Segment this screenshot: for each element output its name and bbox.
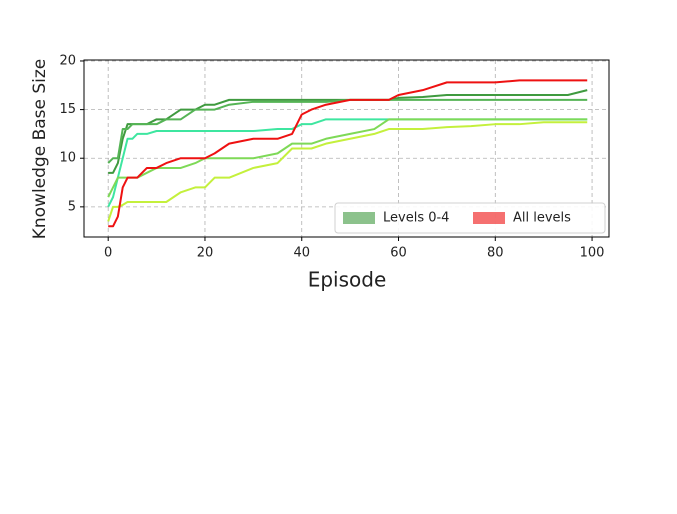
x-axis-label: Episode — [308, 268, 387, 292]
legend-swatch — [343, 212, 375, 224]
x-tick-label: 40 — [293, 246, 310, 261]
legend-label: All levels — [513, 211, 571, 226]
legend-box — [334, 202, 606, 234]
plot-frame — [83, 59, 610, 238]
x-tick-label: 20 — [197, 246, 214, 261]
y-tick-label: 20 — [59, 53, 76, 68]
data-line — [107, 121, 588, 222]
x-tick-label: 80 — [487, 246, 504, 261]
x-tick-label: 0 — [104, 246, 112, 261]
y-axis-label: Knowledge Base Size — [30, 59, 50, 240]
x-tick-label: 60 — [390, 246, 407, 261]
x-tick-label: 100 — [580, 246, 605, 261]
legend-label: Levels 0-4 — [383, 211, 449, 226]
data-line — [107, 98, 588, 164]
legend-swatch — [473, 212, 505, 224]
data-line — [108, 79, 588, 228]
y-tick-label: 10 — [59, 151, 76, 166]
y-tick-label: 15 — [59, 102, 76, 117]
y-tick-label: 5 — [68, 199, 76, 214]
